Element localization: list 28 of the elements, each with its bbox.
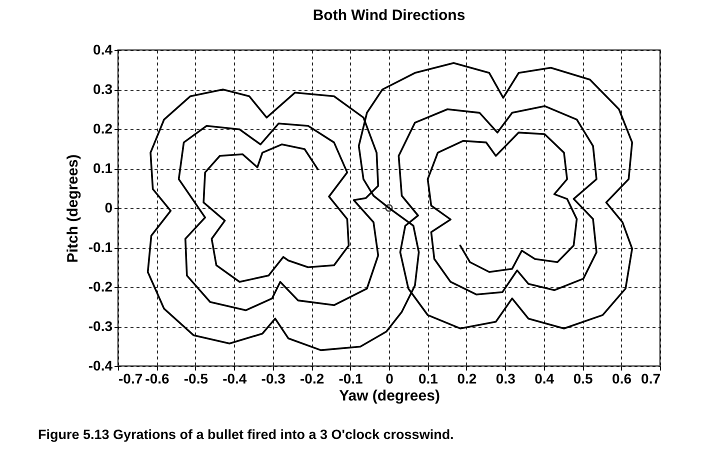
chart-title: Both Wind Directions — [312, 7, 466, 24]
x-tick-label: 0.2 — [457, 370, 477, 386]
y-tick-label: 0.2 — [93, 120, 113, 136]
x-tick-label: 0.5 — [573, 370, 594, 386]
y-tick-label: 0.1 — [93, 160, 113, 176]
x-tick-label: -0.6 — [145, 370, 170, 386]
x-tick-label: 0.1 — [418, 370, 438, 386]
x-tick-label: 0.7 — [641, 370, 661, 386]
x-tick-label: -0.1 — [338, 370, 364, 386]
caption: Figure 5.13 Gyrations of a bullet fired into a 3 O'clock crosswind. — [38, 427, 454, 442]
x-axis-title: Yaw (degrees) — [339, 388, 440, 404]
y-tick-label: 0.4 — [93, 42, 113, 58]
y-tick-label: -0.3 — [88, 318, 113, 334]
x-tick-label: 0 — [386, 370, 394, 386]
x-tick-label: 0.3 — [496, 370, 516, 386]
x-tick-label: 0.6 — [612, 370, 632, 386]
y-tick-label: -0.4 — [88, 358, 113, 374]
x-tick-label: 0.4 — [534, 370, 554, 386]
x-tick-label: -0.2 — [300, 370, 324, 386]
x-tick-label: -0.7 — [118, 370, 143, 386]
y-axis-title: Pitch (degrees) — [64, 154, 82, 263]
x-tick-label: -0.4 — [222, 370, 247, 386]
y-tick-label: -0.1 — [88, 239, 113, 255]
y-tick-label: 0.3 — [93, 81, 113, 97]
x-tick-label: -0.5 — [184, 370, 208, 386]
y-tick-label: -0.2 — [88, 278, 113, 294]
y-tick-label: 0 — [104, 200, 113, 216]
x-tick-label: -0.3 — [261, 370, 286, 386]
